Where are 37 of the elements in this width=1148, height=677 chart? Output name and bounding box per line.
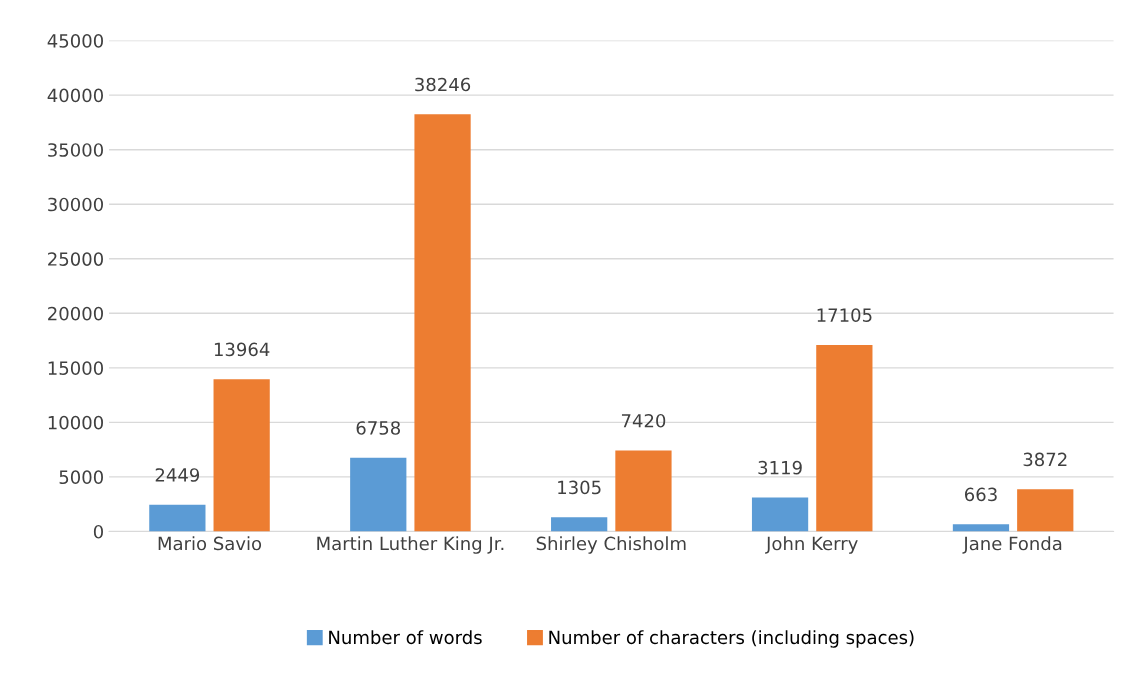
x-tick-label: John Kerry [765, 536, 858, 554]
bar [149, 504, 206, 532]
x-tick-label: Mario Savio [158, 536, 262, 551]
data-label: 17105 [817, 308, 872, 322]
y-tick-label: 45000 [47, 34, 103, 48]
bar [551, 517, 608, 532]
y-tick-label: 5000 [59, 470, 103, 485]
bar [350, 457, 407, 532]
data-label: 3872 [1023, 452, 1067, 467]
legend-label: Number of words [329, 630, 482, 645]
y-tick-label: 15000 [48, 361, 103, 375]
bar [615, 450, 672, 532]
data-label: 13964 [214, 342, 270, 357]
legend-label: Number of characters (including spaces) [549, 630, 914, 648]
bar [816, 344, 873, 532]
data-label: 663 [965, 487, 997, 502]
y-tick-label: 30000 [48, 197, 103, 212]
y-tick-label: 40000 [47, 88, 103, 103]
data-label: 6758 [356, 421, 400, 435]
x-tick-label: Martin Luther King Jr. [317, 536, 504, 554]
y-tick-label: 10000 [48, 415, 103, 430]
bar [213, 379, 270, 532]
data-label: 1305 [558, 480, 601, 495]
bar [414, 114, 471, 532]
data-label: 3119 [758, 460, 802, 475]
x-tick-label: Jane Fonda [962, 536, 1062, 554]
data-label: 38246 [415, 77, 471, 92]
y-tick-label: 35000 [48, 143, 103, 157]
x-tick-label: Shirley Chisholm [536, 536, 686, 554]
y-tick-label: 25000 [48, 252, 103, 266]
y-tick-label: 20000 [48, 306, 103, 321]
y-tick-label: 0 [93, 524, 103, 539]
bar [751, 497, 809, 532]
bar [1017, 489, 1074, 532]
data-label: 2449 [155, 468, 200, 482]
bar [952, 524, 1010, 532]
data-label: 7420 [621, 413, 666, 428]
